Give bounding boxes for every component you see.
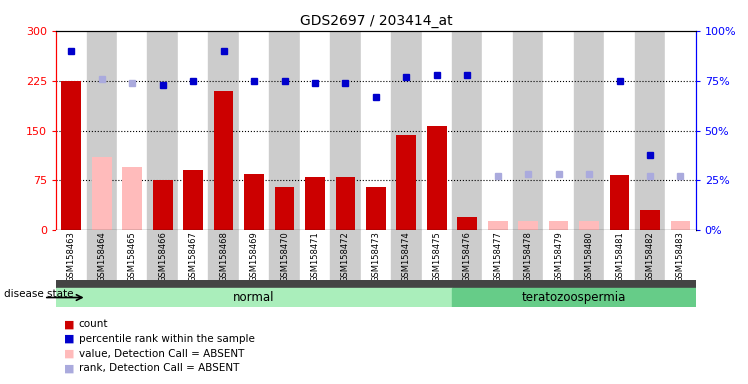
Bar [670,221,690,230]
Bar [665,230,696,280]
Bar [153,180,173,230]
Text: GSM158467: GSM158467 [188,232,197,282]
Bar [574,31,604,230]
Bar [543,230,574,280]
Bar [269,230,300,280]
Text: GSM158466: GSM158466 [158,232,168,282]
Bar [604,230,635,280]
Bar [391,230,422,280]
Bar [391,31,422,230]
Bar [275,187,295,230]
Bar [92,157,111,230]
Bar [574,230,604,280]
Text: GSM158463: GSM158463 [67,232,76,282]
Text: GSM158465: GSM158465 [128,232,137,282]
Bar [457,217,477,230]
Bar [123,167,142,230]
Text: GSM158464: GSM158464 [97,232,106,282]
Bar [244,174,264,230]
Bar [604,31,635,230]
Bar [452,31,482,230]
Bar [549,221,568,230]
Bar [543,31,574,230]
Bar [56,288,452,307]
Text: GSM158477: GSM158477 [493,232,502,282]
Bar [488,221,508,230]
Text: GSM158470: GSM158470 [280,232,289,282]
Bar [452,230,482,280]
Text: rank, Detection Call = ABSENT: rank, Detection Call = ABSENT [79,363,239,373]
Bar [183,170,203,230]
Bar [117,31,147,230]
Bar [422,230,452,280]
Bar [56,230,87,280]
Text: GSM158479: GSM158479 [554,232,563,282]
Bar [579,221,599,230]
Bar [396,135,416,230]
Text: teratozoospermia: teratozoospermia [521,291,626,304]
Bar [513,31,543,230]
Bar [209,31,239,230]
Text: GSM158478: GSM158478 [524,232,533,282]
Bar [482,230,513,280]
Text: ■: ■ [64,334,74,344]
Bar [239,31,269,230]
Text: GSM158474: GSM158474 [402,232,411,282]
Text: count: count [79,319,108,329]
Bar [640,210,660,230]
Bar [178,230,209,280]
Bar [305,177,325,230]
Bar [427,126,447,230]
Bar [214,91,233,230]
Bar [239,230,269,280]
Bar [482,31,513,230]
Text: GSM158468: GSM158468 [219,232,228,282]
Bar [117,230,147,280]
Bar [300,230,330,280]
Bar [330,230,361,280]
Text: ■: ■ [64,363,74,373]
Text: disease state: disease state [4,289,73,299]
Text: GSM158472: GSM158472 [341,232,350,282]
Text: GSM158469: GSM158469 [250,232,259,282]
Text: GSM158482: GSM158482 [646,232,654,282]
Bar [56,280,696,288]
Bar [56,31,87,230]
Text: GSM158475: GSM158475 [432,232,441,282]
Title: GDS2697 / 203414_at: GDS2697 / 203414_at [299,14,453,28]
Text: GSM158480: GSM158480 [584,232,594,282]
Bar [269,31,300,230]
Text: GSM158481: GSM158481 [615,232,624,282]
Text: percentile rank within the sample: percentile rank within the sample [79,334,254,344]
Bar [61,81,82,230]
Bar [452,288,696,307]
Text: GSM158483: GSM158483 [676,232,685,282]
Text: normal: normal [233,291,275,304]
Bar [635,230,665,280]
Text: GSM158473: GSM158473 [371,232,381,282]
Text: GSM158476: GSM158476 [463,232,472,282]
Text: ■: ■ [64,319,74,329]
Bar [336,177,355,230]
Bar [513,230,543,280]
Bar [361,31,391,230]
Bar [87,230,117,280]
Text: ■: ■ [64,349,74,359]
Bar [178,31,209,230]
Bar [635,31,665,230]
Bar [330,31,361,230]
Bar [209,230,239,280]
Bar [147,230,178,280]
Bar [422,31,452,230]
Text: value, Detection Call = ABSENT: value, Detection Call = ABSENT [79,349,244,359]
Bar [518,221,538,230]
Bar [87,31,117,230]
Bar [300,31,330,230]
Bar [147,31,178,230]
Text: GSM158471: GSM158471 [310,232,319,282]
Bar [665,31,696,230]
Bar [366,187,386,230]
Bar [610,175,629,230]
Bar [361,230,391,280]
